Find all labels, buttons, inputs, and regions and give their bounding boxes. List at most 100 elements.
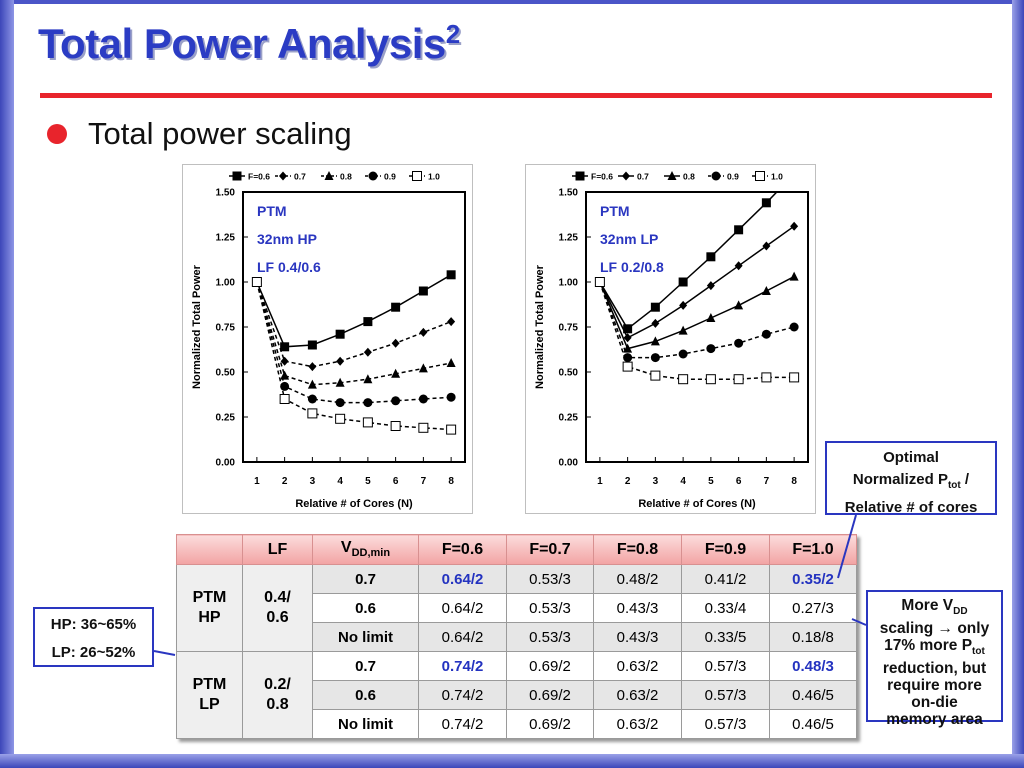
chart-svg: F=0.6 0.7 0.8 0.9 1.0 0.00 0.25 0.50 0.75 1.00 1.2… <box>534 171 809 510</box>
table-cell: 0.43/3 <box>593 593 682 623</box>
y-axis-label: Normalized Total Power <box>534 264 546 389</box>
data-point <box>308 362 317 372</box>
group-lf-lp-2: 0.8 <box>266 696 289 713</box>
slide-title: Total Power Analysis2 <box>38 20 460 68</box>
header-f06: F=0.6 <box>418 534 507 565</box>
header-vdd-v: V <box>340 539 352 557</box>
callout-more-vdd-l7: memory area <box>886 711 983 729</box>
table-cell: 0.53/3 <box>506 593 594 623</box>
vdd-cell: 0.7 <box>312 651 419 681</box>
chart-legend: F=0.6 0.7 0.8 0.9 1.0 <box>229 171 440 182</box>
chart-annotation: LF 0.4/0.6 <box>257 259 321 275</box>
legend-marker <box>232 171 242 181</box>
table-cell: 0.46/5 <box>769 680 857 710</box>
data-point <box>733 374 744 385</box>
table-cell: 0.64/2 <box>418 593 507 623</box>
x-tick-label: 4 <box>680 476 686 487</box>
data-point <box>363 398 373 408</box>
y-tick-label: 0.75 <box>216 323 236 334</box>
chart-annotation: PTM <box>257 203 287 219</box>
y-tick-label: 0.50 <box>559 368 579 379</box>
callout-optimal-sub: tot <box>947 480 961 491</box>
y-tick-label: 1.50 <box>216 188 236 199</box>
frame-right <box>1012 0 1024 768</box>
callout-more-vdd-l1: More VDD <box>868 597 1001 620</box>
group-name-lp-1: PTM <box>192 676 227 693</box>
data-point <box>307 408 318 419</box>
series-line <box>599 225 795 339</box>
data-point <box>336 356 345 366</box>
series-line <box>256 281 452 386</box>
bullet-dot <box>47 124 67 144</box>
data-point <box>705 374 716 385</box>
table-cell: 0.63/2 <box>593 651 682 681</box>
vdd-cell: 0.7 <box>312 564 419 594</box>
data-point <box>734 338 744 348</box>
legend-label: 0.9 <box>384 172 396 182</box>
callout-optimal-line3: Relative # of cores <box>844 499 978 516</box>
data-point <box>734 300 744 310</box>
data-point <box>335 398 345 408</box>
series-line <box>599 275 795 350</box>
legend-marker <box>755 171 765 181</box>
chart-annotation: 32nm LP <box>600 231 658 247</box>
data-point <box>363 317 373 327</box>
table-cell: 0.48/2 <box>593 564 682 594</box>
data-point <box>789 271 799 281</box>
data-point <box>251 277 262 287</box>
data-point <box>678 349 688 359</box>
data-point <box>335 329 345 339</box>
data-point <box>362 417 373 428</box>
chart-hp: F=0.6 0.7 0.8 0.9 1.0 0.00 0.25 0.50 0.75 1.00 1.2… <box>182 164 473 514</box>
leader-more-vdd <box>851 618 867 626</box>
frame-top <box>0 0 1024 4</box>
group-name-lp: PTM LP <box>176 651 243 739</box>
data-point <box>390 421 401 431</box>
table-row: PTM LP 0.2/0.8 0.7 0.74/2 0.69/2 0.63/2 0… <box>176 651 857 739</box>
group-name-hp-2: HP <box>198 609 221 626</box>
callout-hp: HP: 36~65% <box>50 616 137 633</box>
data-point <box>650 370 661 381</box>
data-point <box>706 252 716 262</box>
header-f08: F=0.8 <box>593 534 682 565</box>
y-tick-label: 1.00 <box>216 278 236 289</box>
data-point <box>307 394 317 404</box>
x-tick-label: 7 <box>764 476 770 487</box>
legend-marker <box>412 171 422 181</box>
legend-label: 1.0 <box>428 172 440 182</box>
legend-label: 0.7 <box>637 172 649 182</box>
y-tick-label: 0.25 <box>559 413 579 424</box>
table-cell: 0.18/8 <box>769 622 857 652</box>
header-vdd: VDD,min <box>312 534 419 565</box>
table-row: No limit 0.74/2 0.69/2 0.63/2 0.57/3 0.4… <box>177 709 857 739</box>
x-tick-label: 1 <box>254 476 260 487</box>
x-tick-label: 5 <box>365 476 371 487</box>
x-tick-label: 8 <box>448 476 454 487</box>
data-point <box>679 300 688 310</box>
y-tick-label: 1.00 <box>559 278 579 289</box>
chart-series-group <box>256 274 452 431</box>
data-point <box>706 281 715 291</box>
data-point <box>279 394 290 404</box>
callout-optimal-line2a: Normalized P <box>852 471 948 488</box>
data-point <box>678 325 688 335</box>
table-cell: 0.35/2 <box>769 564 857 594</box>
data-point <box>391 368 401 378</box>
data-point <box>678 277 688 287</box>
x-tick-label: 2 <box>282 476 288 487</box>
group-lf-hp: 0.4/0.6 <box>242 564 313 652</box>
data-point <box>280 342 290 352</box>
table-cell: 0.63/2 <box>593 680 682 710</box>
y-tick-label: 0.25 <box>216 413 236 424</box>
legend-marker <box>622 171 630 181</box>
legend-label: 0.7 <box>294 172 306 182</box>
data-point <box>280 381 290 391</box>
table-cell: 0.69/2 <box>506 651 594 681</box>
x-tick-label: 3 <box>653 476 659 487</box>
group-name-lp-2: LP <box>199 696 220 713</box>
title-rule <box>40 93 992 98</box>
vdd-cell: No limit <box>312 622 419 652</box>
x-axis-label: Relative # of Cores (N) <box>638 498 756 510</box>
data-point <box>650 353 660 363</box>
table-cell: 0.57/3 <box>681 709 770 739</box>
